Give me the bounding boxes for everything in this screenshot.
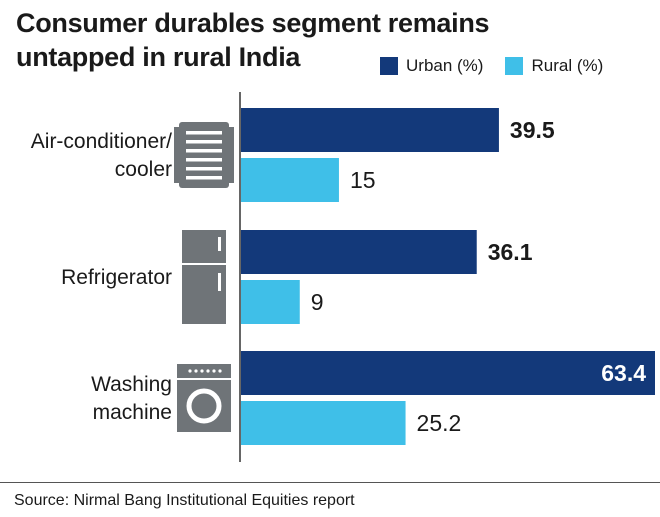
washer-button [200, 369, 204, 373]
legend-swatch-urban [380, 57, 398, 75]
ac-vent-slat [186, 158, 222, 162]
legend-item-urban: Urban (%) [380, 56, 483, 76]
washer-drum [186, 388, 222, 424]
data-label: 9 [311, 289, 324, 315]
category-label: Air-conditioner/ [31, 130, 172, 153]
ac-vent-slat [186, 176, 222, 180]
source-note: Source: Nirmal Bang Institutional Equiti… [14, 492, 355, 509]
washer-button [194, 369, 198, 373]
ac-side-left [174, 127, 179, 183]
category-label: cooler [115, 158, 172, 181]
title-line-1: Consumer durables segment remains [16, 8, 490, 38]
bar-rural [241, 158, 339, 202]
washer-button [206, 369, 210, 373]
data-label: 36.1 [488, 239, 533, 265]
data-label: 39.5 [510, 117, 555, 143]
washer-button [188, 369, 192, 373]
ac-vent-slat [186, 149, 222, 153]
legend-label-rural: Rural (%) [531, 56, 604, 75]
bar-urban [241, 108, 499, 152]
washer-button [212, 369, 216, 373]
legend-swatch-rural [505, 57, 524, 75]
ac-vent-slat [186, 131, 222, 135]
category-label: machine [93, 401, 172, 424]
legend-label-urban: Urban (%) [406, 56, 484, 75]
title-line-2: untapped in rural India [16, 42, 301, 72]
ac-vent-slat [186, 167, 222, 171]
bar-urban [241, 351, 655, 395]
data-label: 63.4 [601, 360, 646, 386]
data-label: 25.2 [417, 410, 462, 436]
bar-urban [241, 230, 477, 274]
ac-body [179, 122, 229, 188]
ac-side-right [229, 127, 234, 183]
bar-rural [241, 280, 300, 324]
washer-button [218, 369, 222, 373]
source-divider [0, 482, 660, 483]
fridge-top-handle [218, 237, 221, 251]
bar-rural [241, 401, 406, 445]
legend-item-rural: Rural (%) [505, 56, 603, 76]
data-label: 15 [350, 167, 376, 193]
legend: Urban (%) Rural (%) [380, 56, 625, 76]
category-label: Washing [91, 373, 172, 396]
chart-title: Consumer durables segment remains untapp… [16, 6, 490, 74]
ac-vent-slat [186, 140, 222, 144]
category-label: Refrigerator [61, 266, 172, 289]
fridge-bottom-handle [218, 273, 221, 291]
bar-chart: Air-conditioner/cooler 39.5 15 Refrigerator… [31, 92, 655, 462]
